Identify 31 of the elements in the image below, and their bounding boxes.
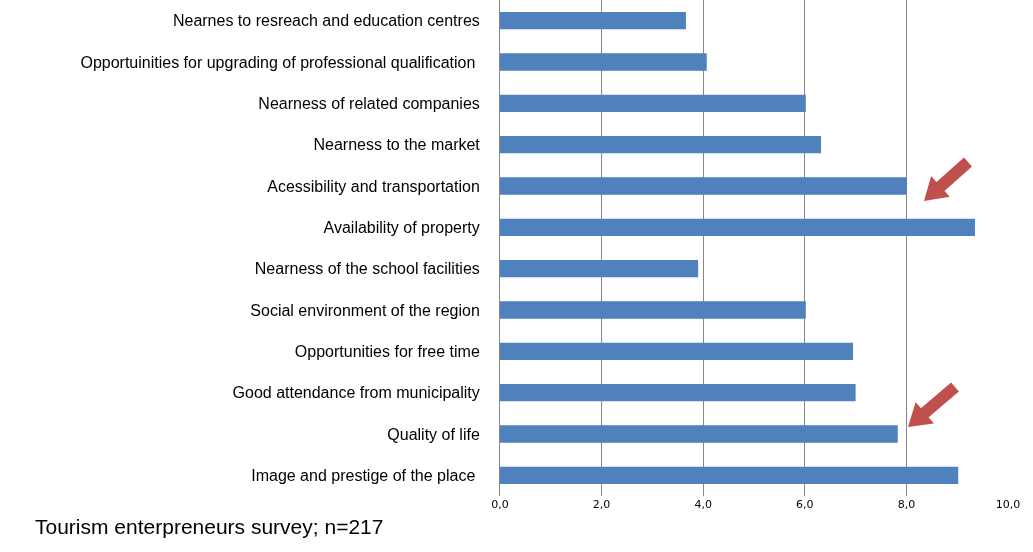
bar — [500, 94, 806, 113]
y-tick-label: Opportunities for free time — [294, 342, 480, 360]
y-tick-label: Nearness of related companies — [258, 94, 480, 112]
y-tick-label: Good attendance from municipality — [232, 384, 480, 402]
bar — [500, 425, 898, 443]
bar — [500, 135, 822, 154]
bar — [500, 466, 959, 485]
y-tick-label: Opportuinities for upgrading of professional qualification — [80, 53, 480, 71]
y-tick-label: Acessibility and transportation — [267, 177, 480, 195]
bar — [500, 301, 806, 319]
bar — [500, 177, 907, 195]
text: Tourism enterpreneurs survey; n=217 — [35, 515, 384, 538]
x-tick-label: 8,0 — [897, 498, 916, 511]
bar — [500, 11, 686, 30]
bar — [500, 383, 856, 402]
x-tick-label: 4,0 — [694, 498, 712, 511]
y-tick-label: Nearness of the school facilities — [254, 260, 480, 278]
y-tick-label: Image and prestige of the place — [251, 466, 480, 484]
x-tick-label: 0,0 — [491, 498, 509, 511]
y-tick-label: Nearnes to resreach and education centres — [172, 12, 480, 30]
bar — [500, 218, 975, 237]
y-tick-label: Nearness to the market — [313, 136, 481, 154]
x-tick-label: 10,0 — [995, 498, 1021, 511]
x-tick-label: 6,0 — [796, 498, 814, 511]
y-tick-label: Quality of life — [387, 425, 480, 443]
bar — [500, 53, 707, 71]
y-tick-label: Social environment of the region — [250, 301, 480, 319]
bar — [500, 259, 699, 278]
bar — [500, 342, 854, 361]
y-tick-label: Availability of property — [323, 218, 480, 236]
x-tick-label: 2,0 — [592, 498, 611, 511]
